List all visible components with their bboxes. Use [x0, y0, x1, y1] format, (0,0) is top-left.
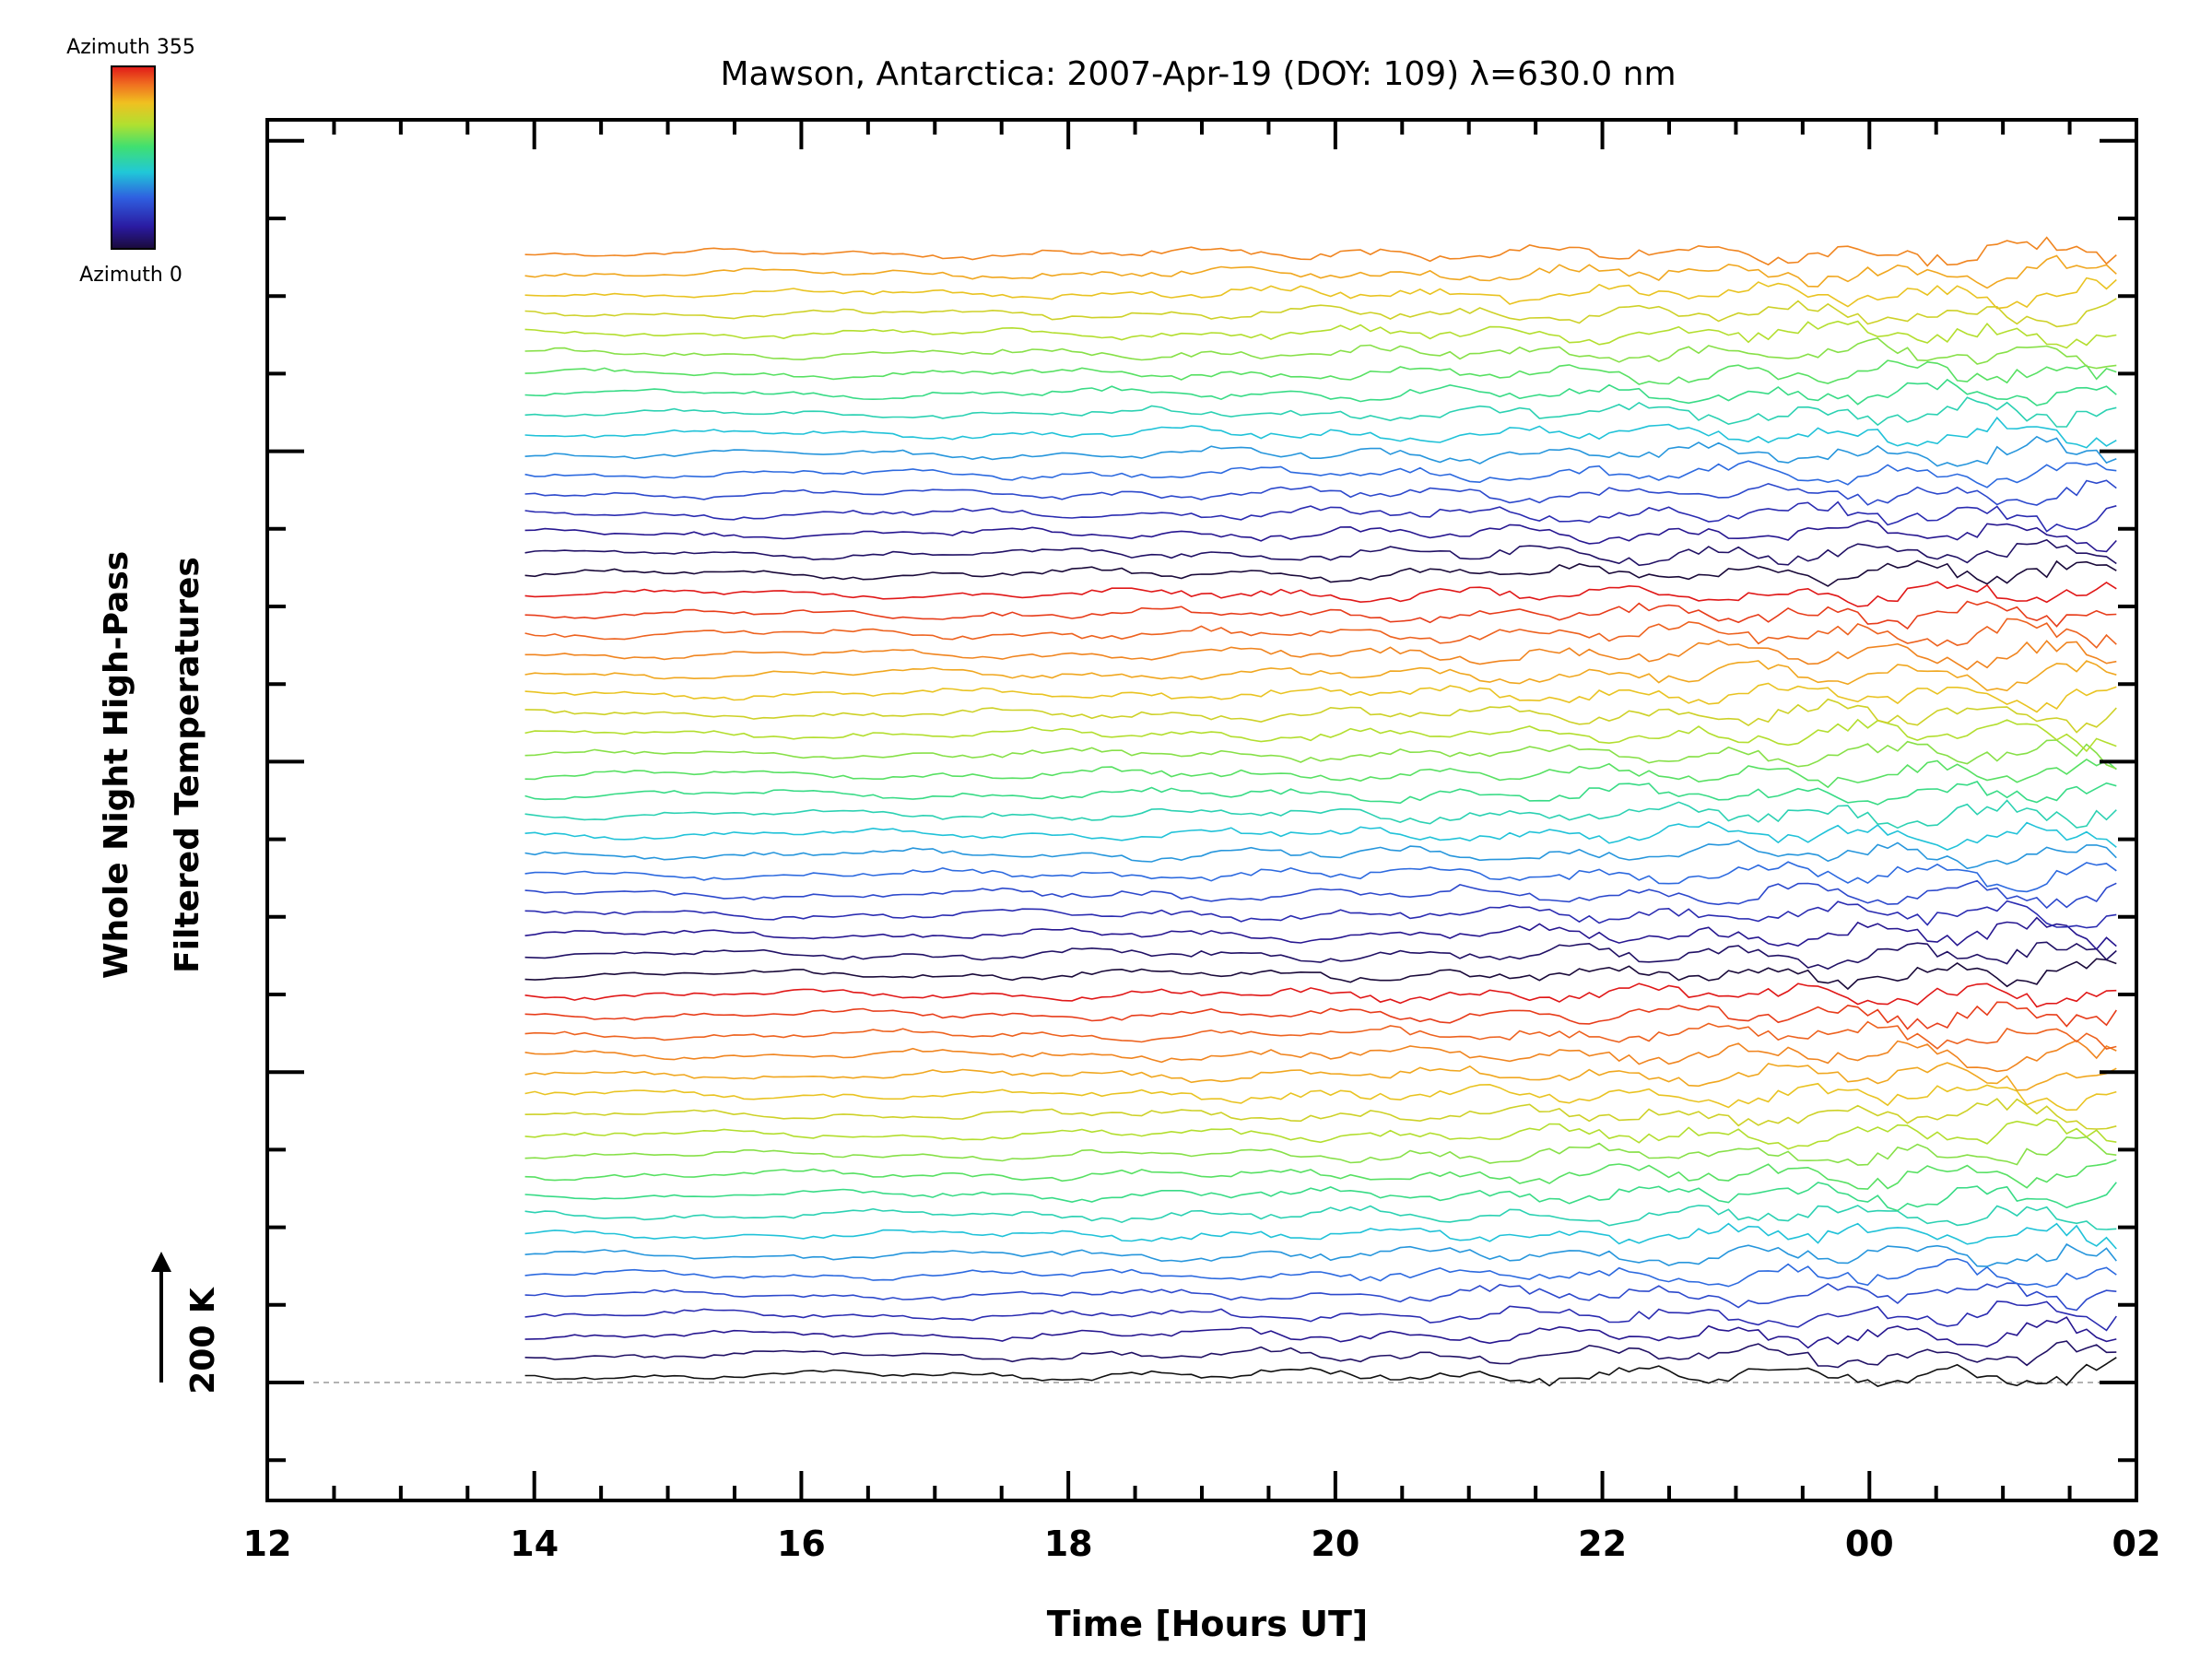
x-tick-label: 12 [243, 1524, 292, 1564]
temperature-trace [524, 1357, 2117, 1387]
x-tick-label: 18 [1044, 1524, 1093, 1564]
temperature-trace [524, 1001, 2117, 1030]
y-axis-label-line2: Filtered Temperatures [169, 557, 206, 973]
temperature-trace [524, 1316, 2117, 1349]
temperature-trace [524, 660, 2117, 692]
temperature-trace [524, 500, 2117, 533]
temperature-trace [524, 460, 2117, 488]
temperature-trace [524, 1282, 2117, 1312]
temperature-trace [524, 538, 2117, 567]
temperature-trace [524, 861, 2117, 893]
temperature-trace [524, 941, 2117, 971]
colorbar-top-label: Azimuth 355 [66, 36, 195, 59]
temperature-trace [524, 840, 2117, 870]
temperature-trace [524, 1020, 2117, 1050]
temperature-trace [524, 1340, 2117, 1369]
x-axis-label: Time [Hours UT] [1047, 1604, 1369, 1644]
temperature-trace [524, 1040, 2117, 1073]
x-tick-label: 14 [510, 1524, 559, 1564]
x-tick-label: 02 [2112, 1524, 2161, 1564]
temperature-trace [524, 759, 2117, 789]
temperature-trace [524, 1135, 2117, 1166]
temperature-trace [524, 1098, 2117, 1130]
temperature-trace [524, 1242, 2117, 1267]
temperature-trace [524, 1300, 2117, 1332]
temperature-trace [524, 799, 2117, 830]
colorbar-gradient [111, 65, 156, 250]
temperature-trace [524, 618, 2117, 649]
temperature-trace [524, 396, 2117, 428]
axes: 12 14 16 18 20 22 00 02 [243, 118, 2161, 1564]
temperature-trace [524, 879, 2117, 910]
temperature-trace [524, 337, 2117, 370]
temperature-trace [524, 821, 2117, 851]
temperature-trace [524, 958, 2117, 991]
temperature-trace [524, 900, 2117, 929]
y-axis-label-line1: Whole Night High-Pass [98, 551, 135, 979]
temperature-trace [524, 581, 2117, 607]
temperature-trace [524, 698, 2117, 734]
temperature-trace [524, 298, 2117, 328]
scale-bar: 200 K [151, 1252, 222, 1394]
temperature-trace [524, 916, 2117, 951]
temperature-trace [524, 1082, 2117, 1112]
temperature-trace [524, 1205, 2117, 1230]
temperature-trace [524, 781, 2117, 806]
temperature-trace [524, 1118, 2117, 1150]
temperature-trace [524, 982, 2117, 1008]
temperature-trace [524, 479, 2117, 506]
temperature-trace [524, 739, 2117, 770]
x-tick-label: 16 [777, 1524, 826, 1564]
temperature-trace [524, 718, 2117, 753]
temperature-trace [524, 254, 2117, 289]
chart-title: Mawson, Antarctica: 2007-Apr-19 (DOY: 10… [720, 55, 1676, 93]
temperature-trace [524, 416, 2117, 449]
temperature-trace [524, 682, 2117, 713]
temperature-trace [524, 1182, 2117, 1212]
x-tick-label: 22 [1578, 1524, 1627, 1564]
temperature-trace [524, 1222, 2117, 1250]
temperature-trace [524, 276, 2117, 310]
colorbar: Azimuth 355 Azimuth 0 [66, 36, 195, 287]
temperature-trace [524, 520, 2117, 553]
temperature-trace [524, 320, 2117, 349]
x-tick-label: 00 [1845, 1524, 1894, 1564]
temperature-trace [524, 640, 2117, 671]
temperature-trace [524, 378, 2117, 406]
temperature-trace [524, 559, 2117, 587]
temperature-trace [524, 600, 2117, 630]
temperature-trace [524, 1257, 2117, 1288]
x-tick-label: 20 [1311, 1524, 1359, 1564]
scale-bar-label: 200 K [184, 1287, 222, 1394]
temperature-trace [524, 1062, 2117, 1091]
temperature-trace [524, 236, 2117, 267]
temperature-trace [524, 435, 2117, 467]
temperature-trace [524, 1159, 2117, 1190]
trace-group [524, 236, 2117, 1387]
temperature-trace [524, 359, 2117, 385]
colorbar-bottom-label: Azimuth 0 [79, 264, 182, 287]
